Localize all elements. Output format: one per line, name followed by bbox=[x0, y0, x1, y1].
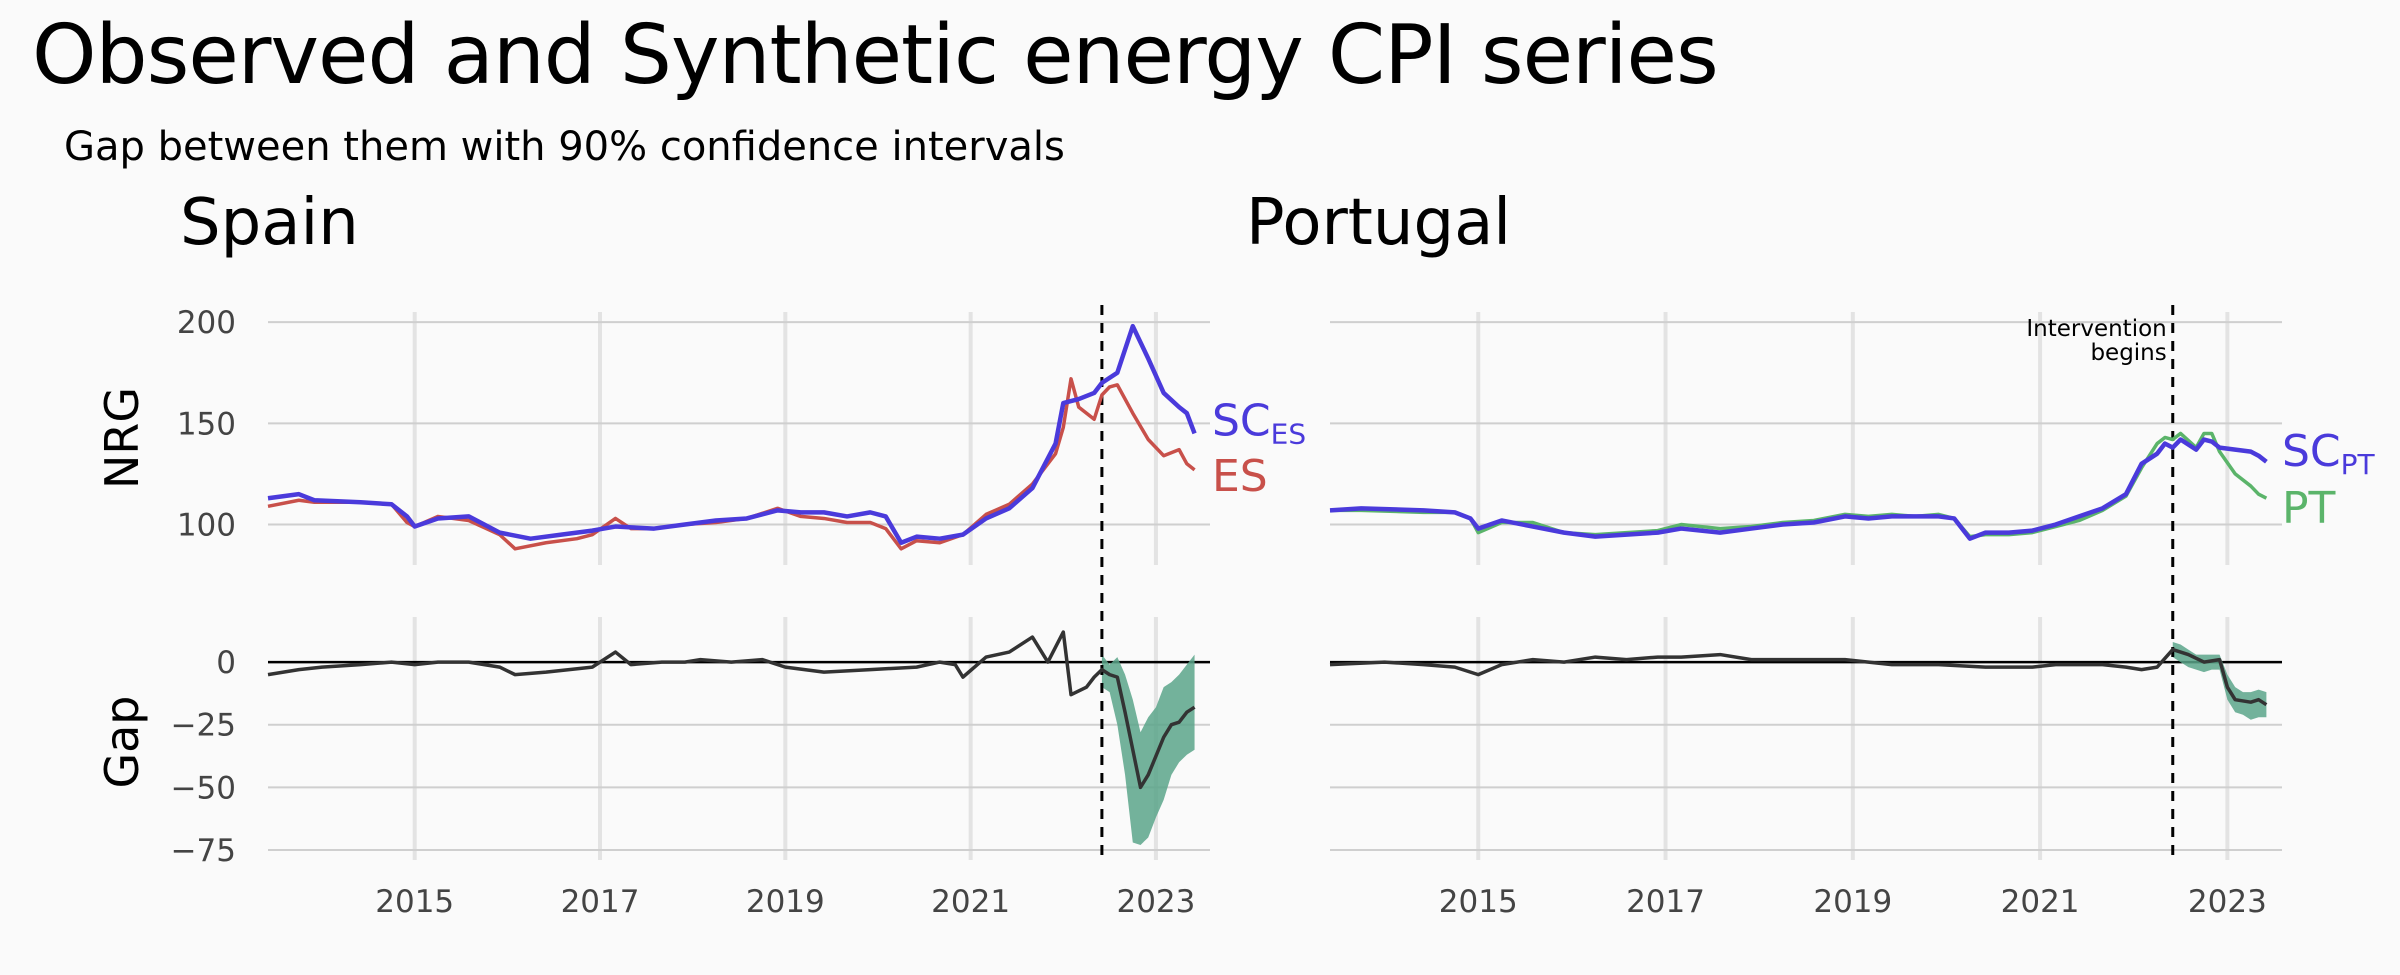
panel-portugal: Portugal 2015 2017 2019 2021 2023 Intervention… bbox=[1246, 186, 2376, 920]
panel-title: Portugal bbox=[1246, 186, 1511, 260]
x-tick-label: 2015 bbox=[375, 884, 454, 920]
x-tick-label: 2017 bbox=[1626, 884, 1705, 920]
y-tick-label: 200 bbox=[177, 305, 236, 341]
series-line-es bbox=[267, 377, 1196, 551]
series-label-es: ES bbox=[1212, 451, 1268, 502]
y-axis-title: NRG bbox=[95, 387, 149, 489]
y-tick-label: −25 bbox=[171, 708, 236, 744]
series-line-synthetic bbox=[1329, 437, 2268, 541]
y-tick-label: 0 bbox=[216, 645, 236, 681]
y-tick-label: 100 bbox=[177, 508, 236, 544]
chart-title: Observed and Synthetic energy CPI series bbox=[32, 8, 1719, 103]
panel-spain: Spain 2015 2017 2019 2021 2023 100 150 200 0 −25 −5… bbox=[95, 186, 1306, 920]
x-tick-label: 2021 bbox=[931, 884, 1010, 920]
panel-title: Spain bbox=[180, 186, 359, 260]
x-tick-label: 2017 bbox=[561, 884, 640, 920]
confidence-band bbox=[1101, 654, 1195, 845]
x-tick-label: 2023 bbox=[2188, 884, 2267, 920]
x-tick-label: 2019 bbox=[1813, 884, 1892, 920]
annotation-line-2: begins bbox=[2090, 340, 2166, 366]
series-label-sc-es: SCES bbox=[1212, 395, 1306, 450]
x-tick-label: 2023 bbox=[1116, 884, 1195, 920]
series-label-sc-pt: SCPT bbox=[2282, 426, 2376, 481]
gap-line bbox=[267, 630, 1196, 790]
x-tick-label: 2021 bbox=[2001, 884, 2080, 920]
y-axis-title: Gap bbox=[95, 695, 149, 788]
series-label-pt: PT bbox=[2282, 483, 2336, 534]
x-tick-label: 2019 bbox=[746, 884, 825, 920]
y-tick-label: 150 bbox=[177, 406, 236, 442]
y-tick-label: −75 bbox=[171, 833, 236, 869]
x-tick-label: 2015 bbox=[1439, 884, 1518, 920]
gap-line bbox=[1329, 647, 2268, 707]
series-line-synthetic bbox=[267, 323, 1197, 545]
y-tick-label: −50 bbox=[171, 770, 236, 806]
chart-subtitle: Gap between them with 90% confidence int… bbox=[64, 124, 1065, 170]
annotation-line-1: Intervention bbox=[2026, 316, 2166, 342]
